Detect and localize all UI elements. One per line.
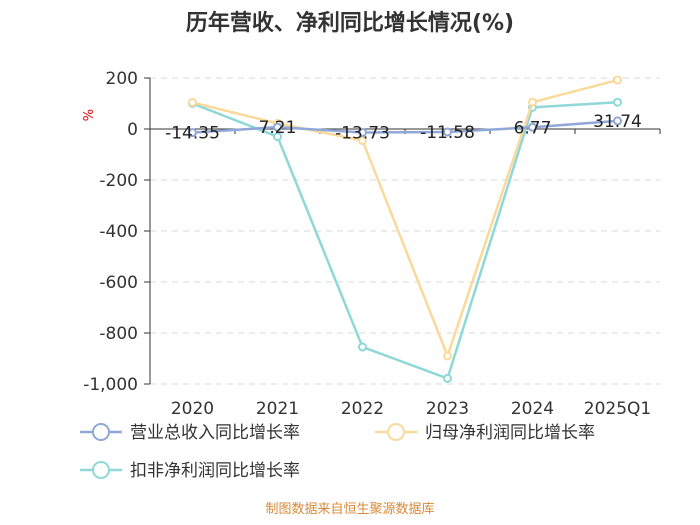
x-tick-label: 2025Q1	[584, 399, 651, 419]
data-label: 6.77	[514, 118, 552, 138]
series-line	[192, 119, 618, 134]
x-tick-label: 2021	[256, 399, 299, 419]
axis-layer: 200 0 -200 -400 -600 -800 -1,000 2020 2021 2022 20…	[83, 69, 661, 419]
y-tick-label: -600	[99, 273, 138, 293]
data-point	[528, 97, 537, 107]
y-tick-label: 200	[106, 69, 138, 89]
x-tick-label: 2024	[511, 399, 554, 419]
y-tick-label: -800	[99, 324, 138, 344]
data-point	[443, 351, 452, 361]
data-label: 7.21	[259, 118, 297, 138]
source-note: 制图数据来自恒生聚源数据库	[265, 501, 434, 517]
x-tick-label: 2023	[426, 399, 469, 419]
data-label: -11.58	[420, 123, 475, 143]
y-tick-label: 0	[127, 120, 138, 140]
data-point	[443, 127, 452, 137]
data-point	[528, 122, 537, 132]
legend-label: 扣非净利润同比增长率	[130, 461, 300, 481]
legend-marker	[92, 423, 110, 441]
data-point	[613, 116, 622, 126]
chart-title: 历年营收、净利同比增长情况(%)	[186, 10, 514, 36]
y-tick-label: -200	[99, 171, 138, 191]
data-point	[273, 122, 282, 132]
data-point	[613, 97, 622, 107]
grid-layer	[150, 77, 660, 385]
data-label-layer: -14.35 7.21 -13.73 -11.58 6.77 31.74	[165, 112, 642, 144]
series-line	[192, 78, 618, 358]
legend-marker	[92, 461, 110, 479]
y-axis-label: %	[82, 109, 97, 121]
data-label: -13.73	[335, 124, 390, 144]
legend-label: 归母净利润同比增长率	[425, 423, 595, 443]
data-point	[358, 128, 367, 138]
data-point	[358, 342, 367, 352]
series-line	[192, 100, 618, 380]
data-point	[188, 128, 197, 138]
x-tick-label: 2020	[171, 399, 214, 419]
data-point	[443, 373, 452, 383]
data-point	[613, 75, 622, 85]
data-label: -14.35	[165, 124, 220, 144]
y-tick-label: -400	[99, 222, 138, 242]
data-point	[188, 97, 197, 107]
y-tick-label: -1,000	[83, 375, 138, 395]
legend-label: 营业总收入同比增长率	[130, 423, 300, 443]
x-tick-label: 2022	[341, 399, 384, 419]
data-label: 31.74	[593, 112, 642, 132]
data-point	[273, 132, 282, 142]
legend-marker	[387, 423, 405, 441]
series-layer	[188, 75, 622, 383]
